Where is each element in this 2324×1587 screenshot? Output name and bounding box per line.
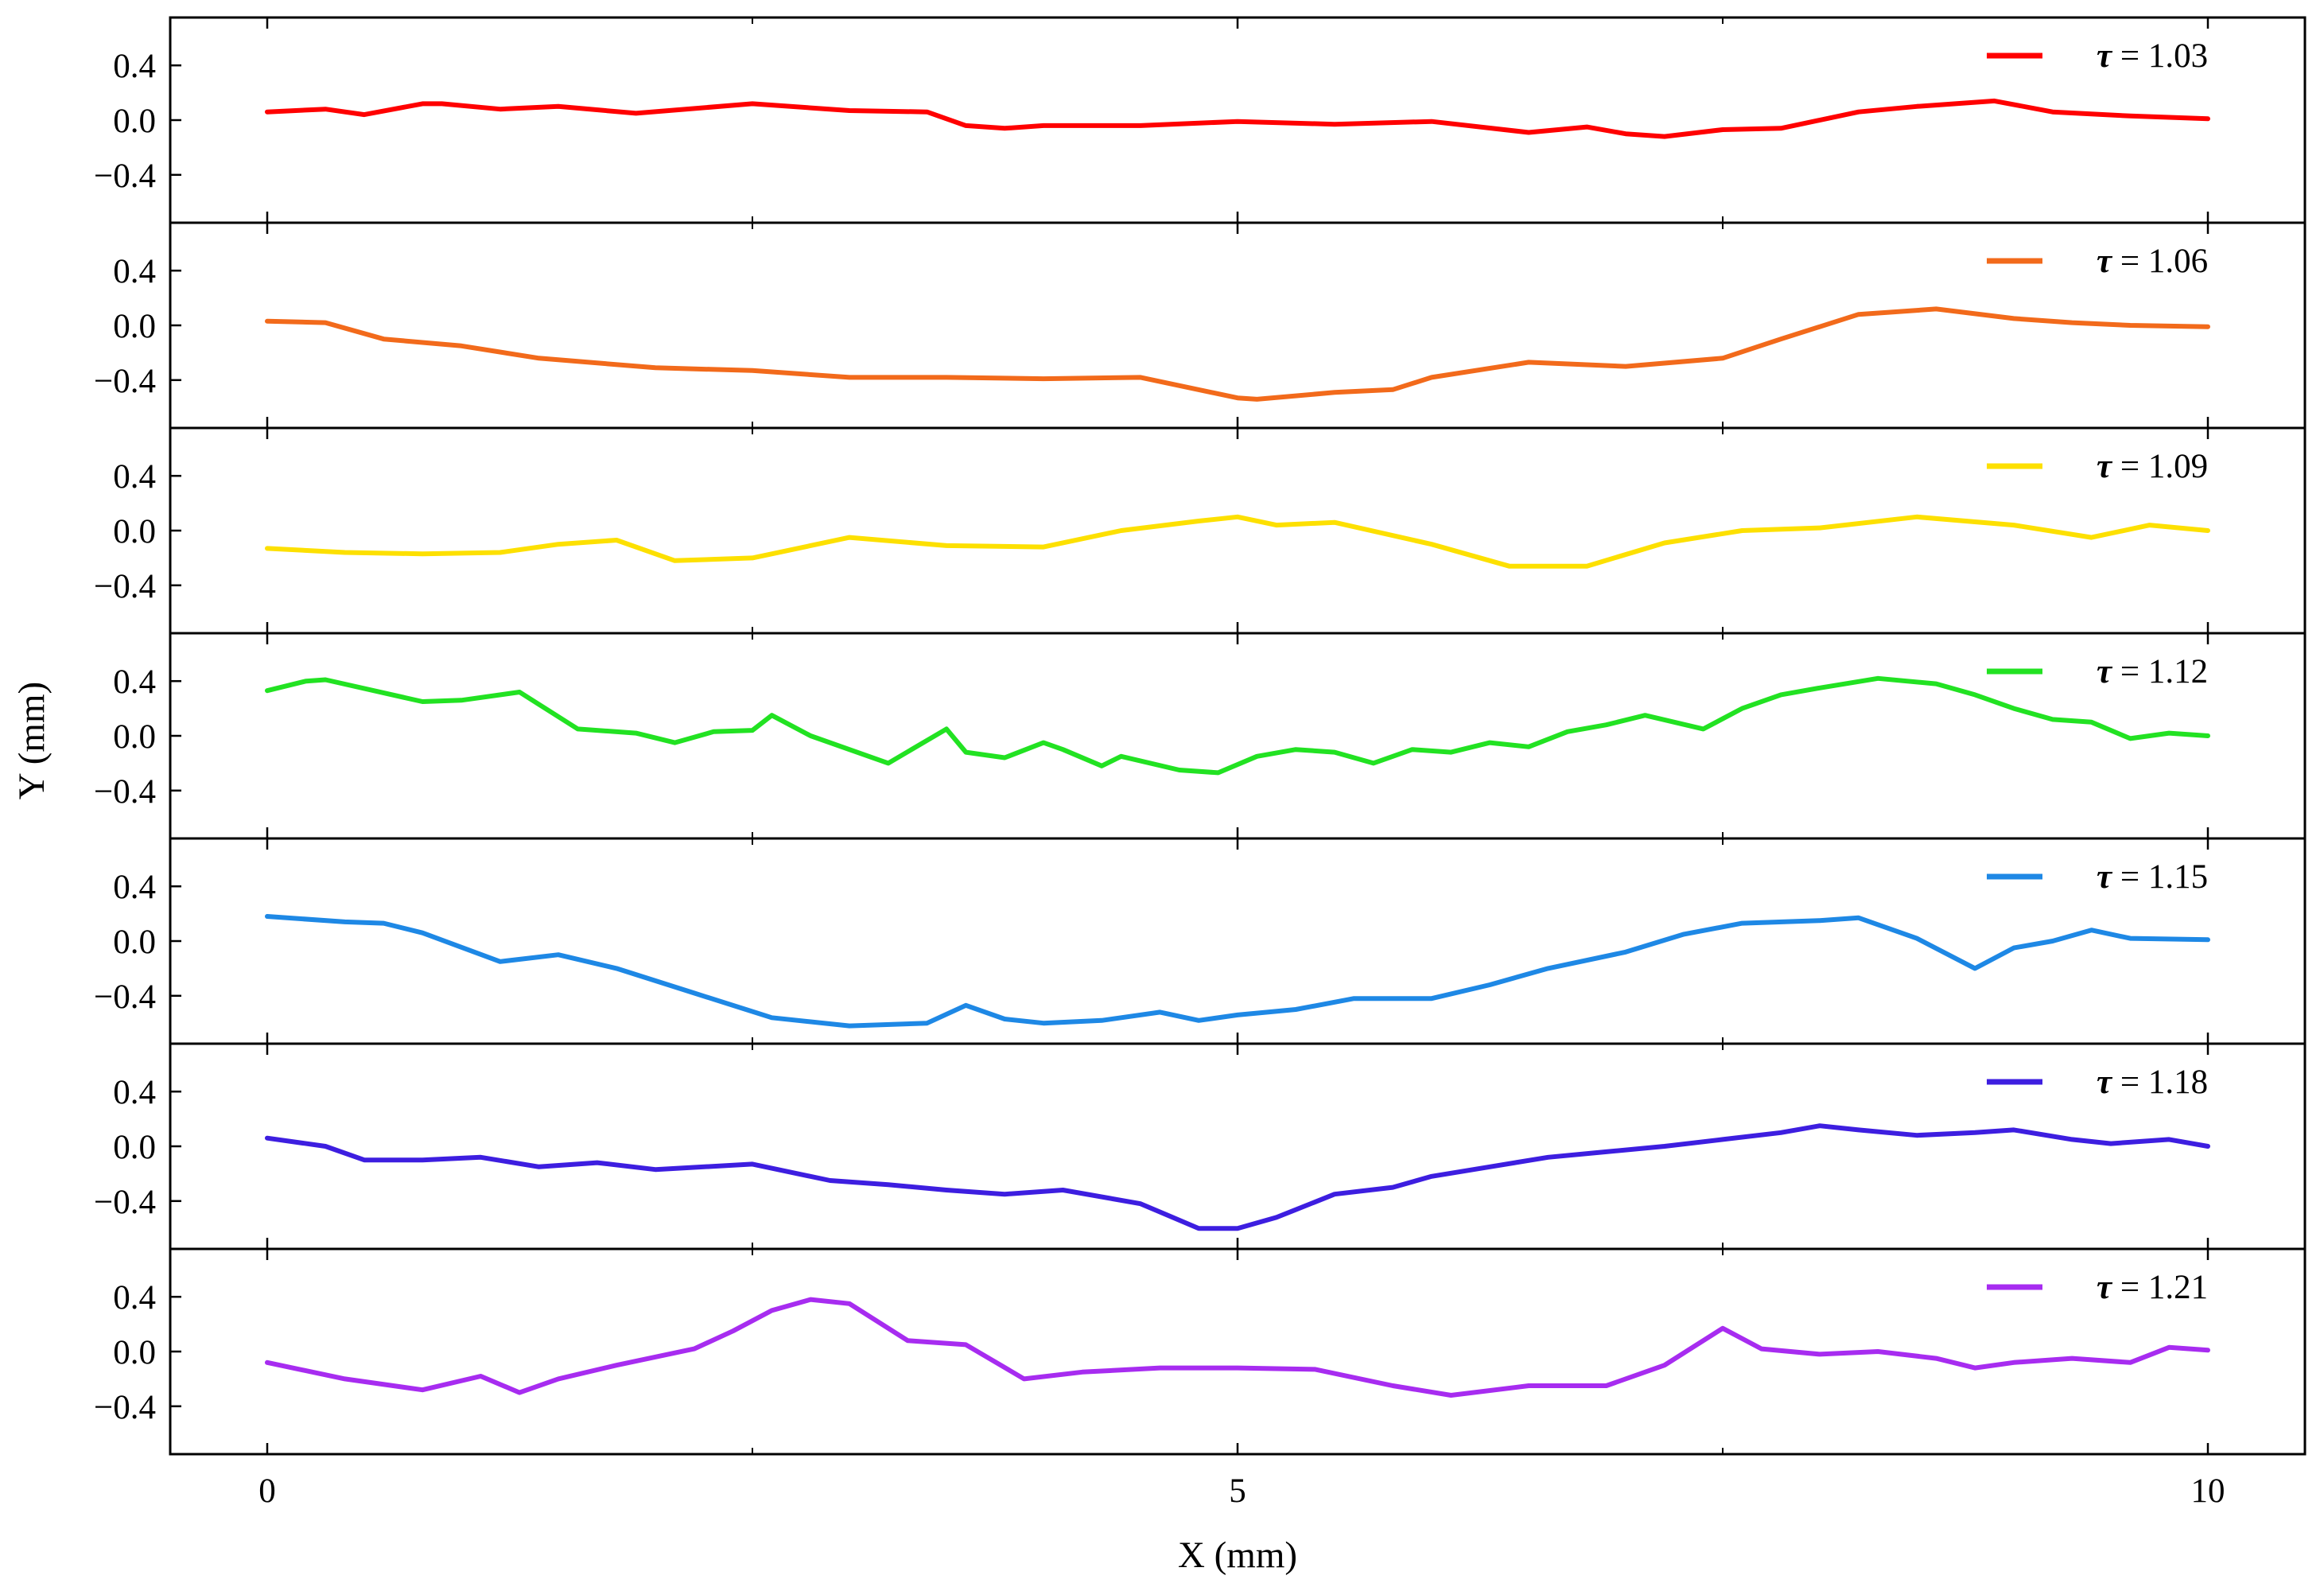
legend-label: τ = 1.06 <box>2097 243 2208 280</box>
series-line-7 <box>265 1297 2210 1398</box>
panel-3: 0.4 0.0 −0.4 τ = 1.09 <box>94 426 2307 635</box>
y-tick-label: −0.4 <box>94 1389 156 1426</box>
y-tick-label: 0.4 <box>113 663 156 701</box>
y-tick-label: −0.4 <box>94 773 156 811</box>
y-tick-label: 0.0 <box>113 1334 156 1371</box>
legend-label: τ = 1.12 <box>2097 653 2208 690</box>
panel-2: 0.4 0.0 −0.4 τ = 1.06 <box>94 221 2307 430</box>
y-tick-label: 0.4 <box>113 869 156 906</box>
panel-1: 0.4 0.0 −0.4 τ = 1.03 <box>94 16 2307 224</box>
series-line-6 <box>265 1123 2210 1231</box>
panel-7: 0.4 0.0 −0.4 τ = 1.21 <box>94 1247 2307 1456</box>
y-tick-label: 0.0 <box>113 103 156 140</box>
y-tick-label: 0.0 <box>113 308 156 345</box>
y-tick-label: 0.0 <box>113 513 156 550</box>
y-tick-label: 0.4 <box>113 253 156 290</box>
panel-5: 0.4 0.0 −0.4 τ = 1.15 <box>94 837 2307 1045</box>
y-tick-label: 0.4 <box>113 48 156 85</box>
panel-frame <box>169 1042 2307 1251</box>
x-tick-labels: 0 5 10 <box>258 1472 2225 1510</box>
y-tick-label: 0.0 <box>113 1129 156 1166</box>
panel-frame <box>169 426 2307 635</box>
legend-label: τ = 1.18 <box>2097 1064 2208 1101</box>
legend-label: τ = 1.21 <box>2097 1269 2208 1306</box>
series-line-1 <box>265 98 2210 139</box>
panel-frame <box>169 1247 2307 1456</box>
legend-label: τ = 1.15 <box>2097 858 2208 896</box>
y-tick-label: 0.0 <box>113 924 156 961</box>
series-line-4 <box>265 675 2210 776</box>
x-axis-title: X (mm) <box>1178 1534 1297 1576</box>
series-line-5 <box>265 914 2210 1029</box>
y-tick-label: −0.4 <box>94 158 156 195</box>
series-line-3 <box>265 514 2210 569</box>
y-tick-label: 0.4 <box>113 458 156 496</box>
y-axis-title: Y (mm) <box>11 682 52 799</box>
y-tick-label: −0.4 <box>94 978 156 1016</box>
y-tick-label: 0.0 <box>113 718 156 756</box>
panel-frame <box>169 632 2307 840</box>
y-tick-label: 0.4 <box>113 1074 156 1111</box>
y-tick-label: −0.4 <box>94 363 156 400</box>
x-tick-label: 10 <box>2191 1472 2225 1510</box>
x-tick-label: 5 <box>1229 1472 1246 1510</box>
y-tick-label: 0.4 <box>113 1279 156 1317</box>
y-tick-label: −0.4 <box>94 568 156 605</box>
y-tick-label: −0.4 <box>94 1184 156 1221</box>
x-tick-label: 0 <box>258 1472 276 1510</box>
legend-label: τ = 1.09 <box>2097 448 2208 485</box>
panel-4: 0.4 0.0 −0.4 τ = 1.12 <box>94 632 2307 840</box>
series-line-2 <box>265 306 2210 402</box>
legend-label: τ = 1.03 <box>2097 37 2208 75</box>
chart-panels: 0.40.0−0.4τ = 1.030.40.0−0.4τ = 1.060.40… <box>94 16 2307 1456</box>
panel-6: 0.4 0.0 −0.4 τ = 1.18 <box>94 1042 2307 1251</box>
